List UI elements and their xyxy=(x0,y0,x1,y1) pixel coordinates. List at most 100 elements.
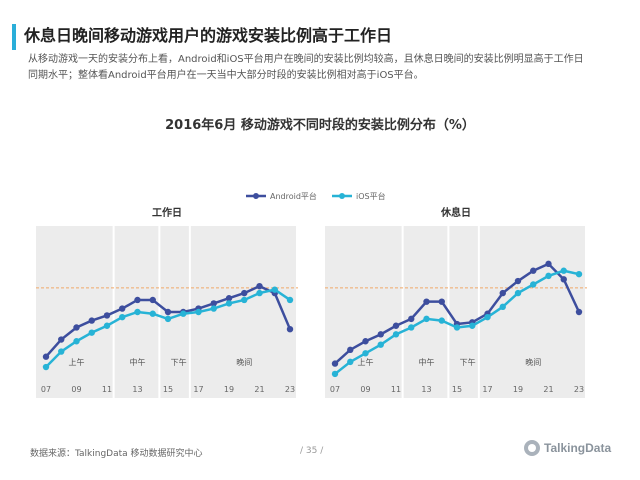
x-tick-label: 23 xyxy=(285,385,295,394)
x-tick-label: 07 xyxy=(41,385,51,394)
series-point xyxy=(545,272,552,280)
series-point xyxy=(286,296,294,304)
series-point xyxy=(286,326,294,333)
series-point xyxy=(73,324,80,331)
series-point xyxy=(469,322,476,329)
series-point xyxy=(362,338,369,345)
period-band xyxy=(36,226,113,398)
series-point xyxy=(119,313,126,321)
period-label: 晚间 xyxy=(525,357,541,367)
series-point xyxy=(438,298,445,305)
x-tick-label: 09 xyxy=(71,385,81,394)
period-band xyxy=(449,226,478,398)
series-point xyxy=(103,322,111,329)
series-point xyxy=(453,324,461,331)
series-point xyxy=(134,296,141,304)
logo-icon xyxy=(524,440,540,456)
series-point xyxy=(499,303,506,311)
series-point xyxy=(514,289,522,297)
x-tick-label: 19 xyxy=(513,385,523,394)
period-band xyxy=(403,226,448,398)
series-point xyxy=(545,260,552,268)
series-point xyxy=(438,317,445,324)
series-point xyxy=(119,305,126,312)
series-point xyxy=(88,329,95,336)
series-point xyxy=(149,296,156,304)
page-description: 从移动游戏一天的安装分布上看，Android和iOS平台用户在晚间的安装比例均较… xyxy=(28,54,584,81)
series-point xyxy=(560,276,567,283)
series-point xyxy=(241,296,248,304)
series-point xyxy=(241,289,248,297)
x-tick-label: 17 xyxy=(193,385,203,394)
series-point xyxy=(530,281,537,288)
series-point xyxy=(210,300,217,307)
period-label: 中午 xyxy=(130,357,146,367)
legend-label: iOS平台 xyxy=(356,191,386,201)
legend-label: Android平台 xyxy=(270,191,317,201)
series-point xyxy=(103,312,111,319)
series-point xyxy=(134,308,141,316)
series-point xyxy=(575,270,583,278)
chart-title: 2016年6月 移动游戏不同时段的安装比例分布（%） xyxy=(165,118,475,133)
series-point xyxy=(575,308,583,316)
x-tick-label: 13 xyxy=(421,385,431,394)
series-point xyxy=(58,348,65,355)
series-point xyxy=(164,308,172,316)
x-tick-label: 21 xyxy=(543,385,553,394)
x-tick-label: 11 xyxy=(102,385,112,394)
series-point xyxy=(408,324,415,331)
period-label: 下午 xyxy=(171,357,187,367)
series-point xyxy=(180,310,187,317)
legend-swatch-marker xyxy=(253,193,259,199)
series-point xyxy=(256,289,263,297)
period-band xyxy=(479,226,585,398)
series-point xyxy=(499,289,506,297)
x-tick-label: 23 xyxy=(574,385,584,394)
legend-swatch-marker xyxy=(339,193,345,199)
period-label: 下午 xyxy=(460,357,476,367)
page-headline: 休息日晚间移动游戏用户的游戏安装比例高于工作日 xyxy=(24,26,393,45)
series-point xyxy=(347,358,354,366)
series-point xyxy=(88,317,95,324)
x-tick-label: 17 xyxy=(482,385,492,394)
series-point xyxy=(514,277,522,285)
panel-title: 工作日 xyxy=(152,206,182,219)
headline-accent-bar xyxy=(12,24,16,50)
series-point xyxy=(484,313,491,321)
series-point xyxy=(195,308,202,316)
series-point xyxy=(225,295,233,302)
series-point xyxy=(392,331,400,338)
series-point xyxy=(58,336,65,343)
series-point xyxy=(530,267,537,274)
series-point xyxy=(210,305,217,312)
series-point xyxy=(408,315,415,323)
talkingdata-logo: TalkingData xyxy=(524,440,611,456)
series-point xyxy=(423,298,430,305)
series-point xyxy=(377,341,384,348)
x-tick-label: 07 xyxy=(330,385,340,394)
x-tick-label: 21 xyxy=(254,385,264,394)
series-point xyxy=(362,350,369,357)
period-label: 上午 xyxy=(358,357,374,367)
x-tick-label: 13 xyxy=(132,385,142,394)
period-label: 上午 xyxy=(69,357,85,367)
series-point xyxy=(392,322,400,329)
series-point xyxy=(149,310,156,317)
series-point xyxy=(377,331,384,338)
series-point xyxy=(256,283,263,290)
period-label: 晚间 xyxy=(236,357,252,367)
series-point xyxy=(164,315,172,323)
series-point xyxy=(331,370,339,378)
data-source: 数据来源：TalkingData 移动数据研究中心 xyxy=(30,449,203,459)
series-point xyxy=(423,315,430,323)
x-tick-label: 11 xyxy=(391,385,401,394)
panel-title: 休息日 xyxy=(440,206,471,219)
logo-text: TalkingData xyxy=(544,441,612,455)
series-point xyxy=(225,300,233,307)
x-tick-label: 09 xyxy=(360,385,370,394)
page-number: / 35 / xyxy=(300,446,324,456)
series-point xyxy=(347,346,354,354)
x-tick-label: 15 xyxy=(452,385,462,394)
series-point xyxy=(42,363,50,371)
